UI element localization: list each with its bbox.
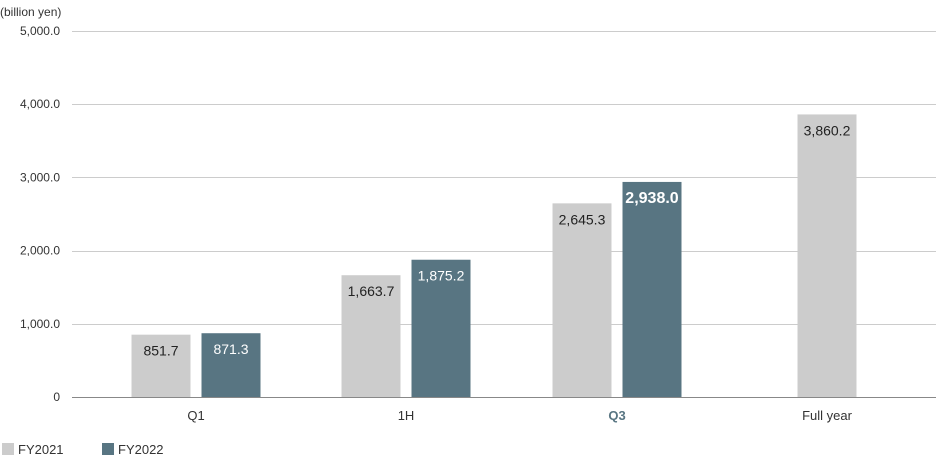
bar-fy2022-q1 [201,333,261,397]
bar-value-label: 1,875.2 [418,268,465,284]
y-tick-label: 3,000.0 [20,170,60,184]
legend-label: FY2022 [118,442,164,456]
bars [131,114,857,398]
bar-fy2022-q3 [622,181,682,397]
y-axis-tick-labels: 0 1,000.0 2,000.0 3,000.0 4,000.0 5,000.0 [20,24,60,404]
bar-value-labels: 851.7 871.3 1,663.7 1,875.2 2,645.3 2,938.0 3,… [143,122,850,358]
bar-fy2021-full-year [797,114,857,398]
legend-swatch-fy2022 [102,443,114,455]
bar-value-label: 3,860.2 [804,122,851,138]
bar-fy2022-1h [411,259,471,397]
gridlines [72,31,936,398]
x-tick-label: Q3 [608,408,625,423]
y-tick-label: 0 [53,390,60,404]
bar-value-label: 871.3 [213,341,248,357]
bar-fy2021-q3 [552,203,612,397]
x-tick-label: Full year [802,408,853,423]
bar-value-label: 2,645.3 [559,211,606,227]
y-tick-label: 4,000.0 [20,97,60,111]
bar-value-label: 2,938.0 [625,190,678,207]
y-tick-label: 5,000.0 [20,24,60,38]
x-tick-label: Q1 [187,408,204,423]
legend: FY2021 FY2022 [2,442,164,456]
y-tick-label: 2,000.0 [20,244,60,258]
x-axis-tick-labels: Q1 1H Q3 Full year [187,408,852,423]
bar-value-label: 1,663.7 [348,283,395,299]
bar-fy2021-q1 [131,334,191,397]
legend-label: FY2021 [18,442,64,456]
legend-swatch-fy2021 [2,443,14,455]
x-tick-label: 1H [398,408,415,423]
bar-value-label: 851.7 [143,343,178,359]
y-tick-label: 1,000.0 [20,317,60,331]
bar-fy2021-1h [341,275,401,397]
unit-label: (billion yen) [0,5,61,19]
